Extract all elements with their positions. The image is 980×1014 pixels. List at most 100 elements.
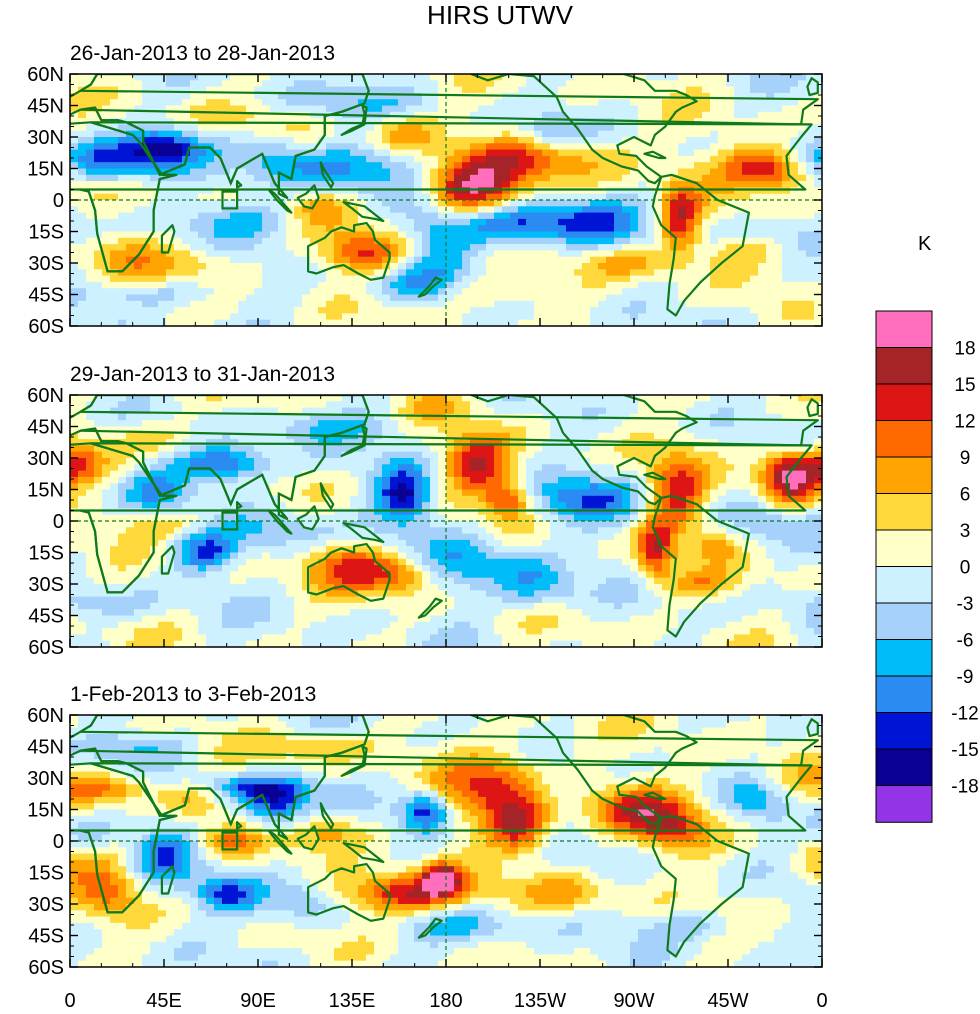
coastline [70,74,370,199]
colorbar-swatch [875,785,933,823]
lat-tick-label: 0 [53,831,64,853]
lon-tick-label: 135W [514,990,566,1012]
colorbar-swatch [875,748,933,787]
coastline [319,161,335,189]
region-box [221,831,239,851]
coastline [778,74,803,76]
lat-tick-label: 45S [28,926,64,948]
coastline [236,501,243,510]
lat-tick-label: 15N [27,800,64,822]
coastline [70,442,177,594]
colorbar-label: -12 [951,704,978,725]
lon-tick-label: 135E [329,990,376,1012]
map-panel-3 [70,715,822,967]
coastline [307,222,391,281]
coastline [643,150,667,160]
coastline [70,762,177,914]
colorbar-label: 6 [960,485,971,506]
lat-tick-label: 0 [53,511,64,533]
lat-tick-label: 15N [27,159,64,181]
lat-tick-label: 30S [28,253,64,275]
coastline [806,718,819,738]
lat-tick-label: 60N [27,705,64,727]
coastline [470,715,698,826]
colorbar-label: -15 [951,740,978,761]
panel-1-date-range: 26-Jan-2013 to 28-Jan-2013 [70,42,336,65]
coastline [342,841,385,864]
page-title: HIRS UTWV [427,0,573,30]
coastline [342,201,385,223]
lon-tick-label: 90W [613,990,654,1012]
map-panel-2 [70,395,822,647]
colorbar-swatch [875,310,933,349]
coastline [643,471,667,481]
lon-tick-label: 180 [429,990,462,1012]
coastline [267,509,293,535]
coastline [417,597,443,619]
lat-tick-label: 30N [27,448,64,470]
coastline [417,917,443,939]
coastline [340,745,368,778]
coastline [160,545,176,575]
colorbar-swatch [875,493,933,531]
coastline [340,425,368,457]
colorbar-swatch [875,675,933,714]
colorbar-label: 12 [954,412,975,433]
lat-tick-label: 15N [27,480,64,502]
colorbar-swatch [875,602,933,641]
lon-tick-label: 0 [64,990,75,1012]
coastline [651,494,751,638]
coastline [307,862,391,922]
coastline [70,121,177,273]
coastline [296,505,320,531]
coastline [296,825,320,851]
region-box [221,511,239,531]
coastline [319,802,335,830]
lat-tick-label: 30S [28,894,64,916]
coastline [806,77,819,97]
lon-tick-label: 45E [146,990,182,1012]
colorbar-swatch [875,639,933,677]
lon-tick-label: 0 [816,990,827,1012]
coastline [70,395,370,520]
coastline [417,276,443,298]
colorbar-label: 15 [954,375,975,396]
coastline [319,482,335,510]
coastline [160,224,176,254]
lat-tick-label: 15S [28,222,64,244]
coastline [296,184,320,210]
coastline [778,715,803,717]
coastline [651,173,751,317]
coastline [307,542,391,602]
lat-tick-label: 45N [27,737,64,759]
coastline [70,715,370,840]
colorbar-label: 3 [960,521,971,542]
lat-tick-label: 60N [27,385,64,407]
colorbar-swatch [875,712,933,750]
coastline [470,74,698,185]
coastline [160,865,176,895]
coastline [342,521,385,544]
lon-tick-label: 90E [240,990,276,1012]
lat-tick-label: 15S [28,543,64,565]
region-box [221,190,239,210]
lat-tick-label: 60S [28,957,64,979]
colorbar-swatch [875,420,933,458]
colorbar-swatch [875,347,933,385]
coastline [470,395,698,506]
lat-tick-label: 45S [28,285,64,307]
lat-tick-label: 15S [28,863,64,885]
colorbar-swatch [875,566,933,604]
colorbar-swatch [875,456,933,495]
lat-tick-label: 30N [27,768,64,790]
coastline [267,829,293,855]
lat-tick-label: 30S [28,574,64,596]
lat-tick-label: 60S [28,637,64,659]
lat-tick-label: 60N [27,64,64,86]
colorbar-units: K [918,233,932,255]
coastline [236,820,243,830]
panel-3-date-range: 1-Feb-2013 to 3-Feb-2013 [70,683,317,706]
lat-tick-label: 45N [27,96,64,118]
map-panel-1 [70,74,822,326]
